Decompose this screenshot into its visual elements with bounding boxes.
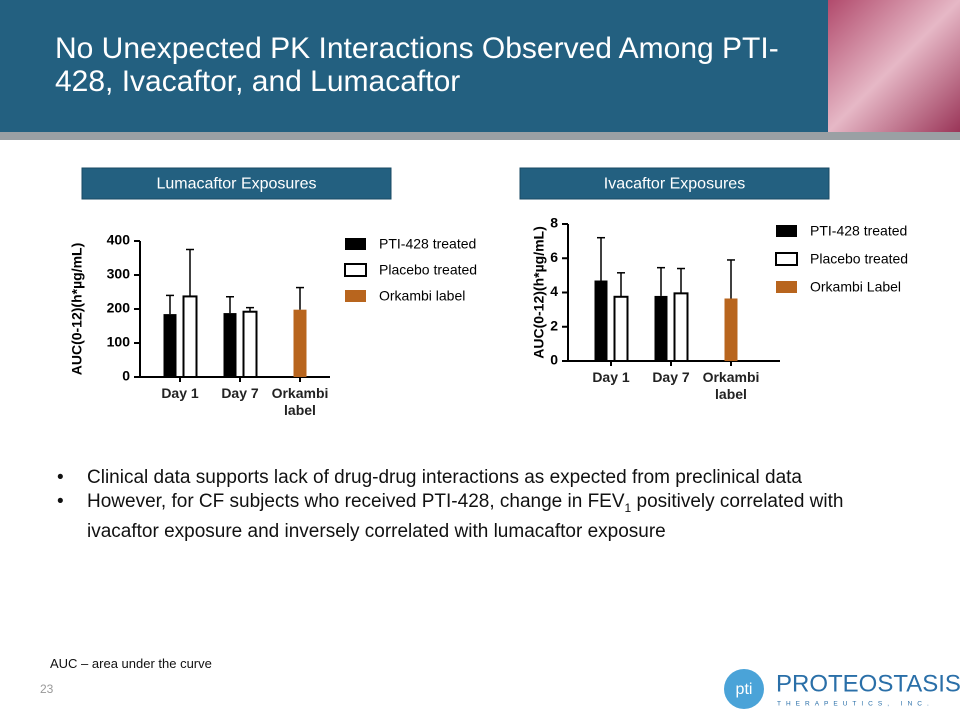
legend-swatch <box>345 290 366 302</box>
bullet-text: Clinical data supports lack of drug-drug… <box>87 467 802 488</box>
y-axis-label: AUC(0-12)(h*µg/mL) <box>531 226 547 359</box>
y-axis-label: AUC(0-12)(h*µg/mL) <box>69 243 85 376</box>
bar <box>163 314 177 377</box>
y-tick-label: 2 <box>550 317 558 333</box>
x-tick-label: Day 1 <box>161 385 199 401</box>
legend-swatch <box>344 263 367 277</box>
y-tick-label: 6 <box>550 249 558 265</box>
legend-label: Orkambi label <box>379 288 465 304</box>
bar <box>293 309 307 377</box>
x-tick-label: Day 7 <box>221 385 259 401</box>
y-tick-label: 4 <box>550 283 558 299</box>
header-image <box>828 0 960 132</box>
subscript: 1 <box>624 500 632 515</box>
bar <box>724 298 738 361</box>
legend-label: PTI-428 treated <box>379 236 476 252</box>
bar <box>673 292 689 363</box>
y-tick-label: 8 <box>550 215 558 231</box>
bar <box>594 280 608 361</box>
logo-mark-bg <box>724 669 764 709</box>
header-rule <box>0 132 960 140</box>
legend-label: Placebo treated <box>379 262 477 278</box>
bar <box>223 313 237 377</box>
x-tick-label: Orkambi label <box>271 385 329 418</box>
chart-header-box <box>81 167 392 200</box>
legend-swatch <box>776 281 797 293</box>
y-tick-label: 100 <box>107 334 131 350</box>
chart-title: Ivacaftor Exposures <box>604 176 745 193</box>
chart-header-box <box>519 167 830 200</box>
x-tick-label: Orkambi label <box>702 369 760 402</box>
bar <box>242 310 258 378</box>
legend-swatch <box>775 252 798 266</box>
chart-title: Lumacaftor Exposures <box>156 176 316 193</box>
footnote: AUC – area under the curve <box>50 656 212 671</box>
bar <box>654 295 668 361</box>
logo-mark: pti <box>736 681 753 698</box>
bullet: However, for CF subjects who received PT… <box>55 490 915 544</box>
y-tick-label: 0 <box>550 352 558 368</box>
y-tick-label: 0 <box>122 368 130 384</box>
x-tick-label: Day 7 <box>652 369 690 385</box>
bullet-list: Clinical data supports lack of drug-drug… <box>55 466 915 544</box>
y-tick-label: 200 <box>107 300 131 316</box>
legend-label: Placebo treated <box>810 251 908 267</box>
bar <box>182 295 198 379</box>
x-tick-label: Day 1 <box>592 369 630 385</box>
legend-swatch <box>776 225 797 237</box>
slide-title: No Unexpected PK Interactions Observed A… <box>55 32 779 98</box>
bullet-text: However, for CF subjects who received PT… <box>87 491 625 512</box>
bullet-text: positively correlated with ivacaftor exp… <box>87 491 844 542</box>
legend-label: PTI-428 treated <box>810 223 907 239</box>
logo-tagline: THERAPEUTICS, INC. <box>777 701 934 708</box>
legend-swatch <box>345 238 366 250</box>
page-number: 23 <box>40 682 54 696</box>
bar <box>613 295 629 362</box>
legend-label: Orkambi Label <box>810 279 901 295</box>
y-tick-label: 300 <box>107 266 131 282</box>
header-band <box>0 0 960 132</box>
bullet: Clinical data supports lack of drug-drug… <box>55 466 915 490</box>
logo-name: PROTEOSTASIS <box>776 670 960 697</box>
y-tick-label: 400 <box>107 232 131 248</box>
